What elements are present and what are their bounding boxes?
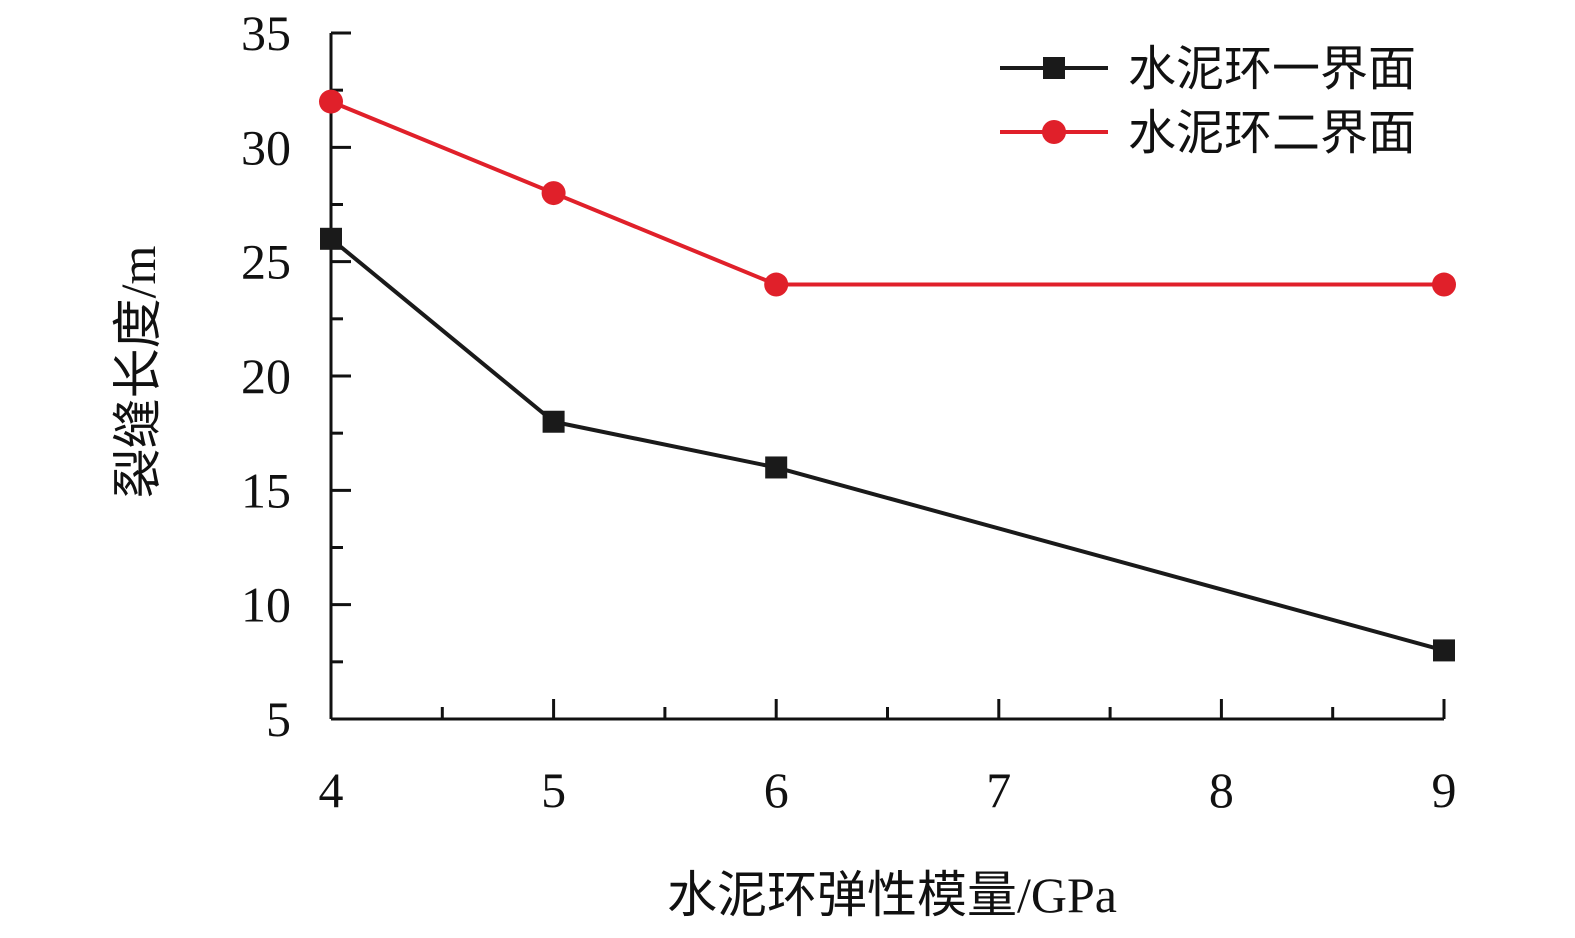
y-tick-label: 15 bbox=[241, 462, 291, 518]
legend-item-1: 水泥环一界面 bbox=[1000, 43, 1416, 96]
y-tick-label: 10 bbox=[241, 577, 291, 633]
series-1-point bbox=[1433, 639, 1455, 662]
series-2-point bbox=[764, 272, 789, 297]
y-tick-label: 30 bbox=[241, 119, 291, 175]
series-2-point bbox=[319, 89, 343, 114]
y-tick-label: 35 bbox=[241, 5, 291, 61]
legend-label: 水泥环一界面 bbox=[1128, 43, 1416, 96]
series-2 bbox=[319, 89, 1456, 297]
series-1-point bbox=[765, 456, 788, 479]
x-axis-title: 水泥环弹性模量/GPa bbox=[667, 867, 1117, 923]
legend-label: 水泥环二界面 bbox=[1128, 107, 1416, 160]
x-tick-label: 6 bbox=[764, 762, 789, 818]
series-layer bbox=[319, 89, 1456, 662]
series-2-point bbox=[1432, 272, 1456, 297]
y-axis-title: 裂缝长度/m bbox=[110, 246, 166, 499]
x-tick-label: 7 bbox=[986, 762, 1011, 818]
x-tick-label: 8 bbox=[1209, 762, 1234, 818]
series-2-point bbox=[541, 181, 566, 206]
series-2-line bbox=[330, 99, 1444, 287]
series-1-point bbox=[542, 410, 565, 433]
y-tick-label: 20 bbox=[241, 348, 291, 404]
y-tick-label: 25 bbox=[241, 234, 291, 290]
legend-item-2: 水泥环二界面 bbox=[1000, 107, 1416, 160]
series-1 bbox=[320, 227, 1455, 662]
series-1-line bbox=[329, 237, 1445, 653]
x-tick-label: 4 bbox=[319, 762, 344, 818]
legend-marker bbox=[1043, 57, 1065, 79]
x-tick-label: 9 bbox=[1432, 762, 1457, 818]
x-tick-label: 5 bbox=[541, 762, 566, 818]
series-1-point bbox=[320, 227, 342, 250]
y-tick-label: 5 bbox=[266, 691, 291, 747]
legend-marker bbox=[1042, 120, 1066, 144]
